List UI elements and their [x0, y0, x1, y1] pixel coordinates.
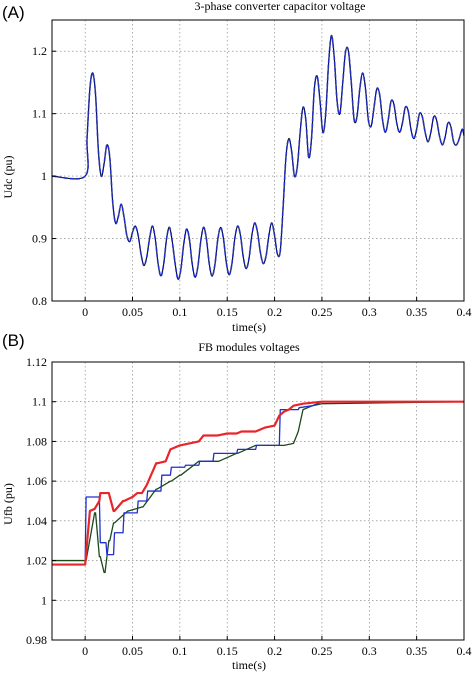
chart-a-axes	[51, 19, 465, 302]
chart-a-xtick-label: 0	[82, 305, 88, 319]
chart-a-ytick-label: 0.8	[32, 294, 47, 308]
chart-a-ytick-label: 1.1	[32, 107, 47, 121]
chart-b-xtick-label: 0	[82, 644, 88, 658]
chart-a-grid	[52, 20, 465, 301]
chart-b-grid	[52, 362, 465, 640]
chart-a-xtick-label: 0.2	[267, 305, 282, 319]
chart-b-xtick-label: 0.15	[217, 644, 238, 658]
chart-a-series-line-1	[51, 34, 465, 281]
chart-b-series-line-3	[52, 400, 464, 566]
chart-a-ytick-label: 1.2	[32, 44, 47, 58]
chart-b-series	[52, 400, 465, 574]
chart-a-series-underlay	[51, 35, 465, 280]
chart-b-title: FB modules voltages	[198, 340, 300, 354]
chart-b-xtick-label: 0.25	[311, 644, 332, 658]
chart-b-xtick-label: 0.05	[122, 644, 143, 658]
chart-a-ytick-label: 0.9	[32, 232, 47, 246]
chart-b-ticks: 0 0.05 0.1 0.15 0.2 0.25 0.3 0.35 0.4 0.98 1 1.02 1.…	[26, 355, 472, 658]
chart-a-title: 3-phase converter capacitor voltage	[195, 0, 366, 13]
chart-b: (B) FB modules voltages time(s) Ufb (pu)…	[1, 331, 472, 672]
chart-b-xtick-label: 0.4	[457, 644, 472, 658]
chart-b-series-line-1	[52, 401, 465, 574]
chart-b-ytick-label: 1.1	[32, 395, 47, 409]
chart-b-xtick-label: 0.2	[267, 644, 282, 658]
chart-b-xtick-label: 0.1	[172, 644, 187, 658]
chart-b-xlabel: time(s)	[232, 658, 266, 672]
chart-b-xtick-label: 0.35	[406, 644, 427, 658]
chart-b-series-line-2	[52, 401, 464, 566]
chart-b-ytick-label: 1.08	[26, 434, 47, 448]
chart-a-xtick-label: 0.3	[362, 305, 377, 319]
chart-a-ylabel: Udc (pu)	[1, 156, 15, 199]
chart-a-xtick-label: 0.15	[217, 305, 238, 319]
chart-b-ytick-label: 1.04	[26, 514, 47, 528]
chart-a-xtick-label: 0.25	[311, 305, 332, 319]
chart-b-xtick-label: 0.3	[362, 644, 377, 658]
chart-a-xlabel: time(s)	[232, 320, 266, 334]
panel-b-label: (B)	[2, 331, 25, 350]
chart-b-ylabel: Ufb (pu)	[1, 483, 15, 525]
chart-a-xtick-label: 0.4	[457, 305, 472, 319]
chart-b-ytick-label: 1.06	[26, 474, 47, 488]
chart-a: (A) 3-phase converter capacitor voltage …	[1, 0, 472, 334]
chart-a-ytick-label: 1	[41, 169, 47, 183]
chart-b-ytick-label: 1.02	[26, 554, 47, 568]
chart-a-xtick-label: 0.1	[172, 305, 187, 319]
chart-b-ytick-label: 1.12	[26, 355, 47, 369]
chart-a-ticks: 0 0.05 0.1 0.15 0.2 0.25 0.3 0.35 0.4 0.8 0.9 1 1.1 1…	[32, 44, 472, 319]
chart-b-axes	[51, 361, 465, 641]
chart-b-ytick-label: 1	[41, 593, 47, 607]
chart-a-xtick-label: 0.05	[122, 305, 143, 319]
chart-a-series	[51, 34, 465, 281]
chart-b-ytick-label: 0.98	[26, 633, 47, 647]
chart-a-xtick-label: 0.35	[406, 305, 427, 319]
panel-a-label: (A)	[2, 3, 25, 22]
